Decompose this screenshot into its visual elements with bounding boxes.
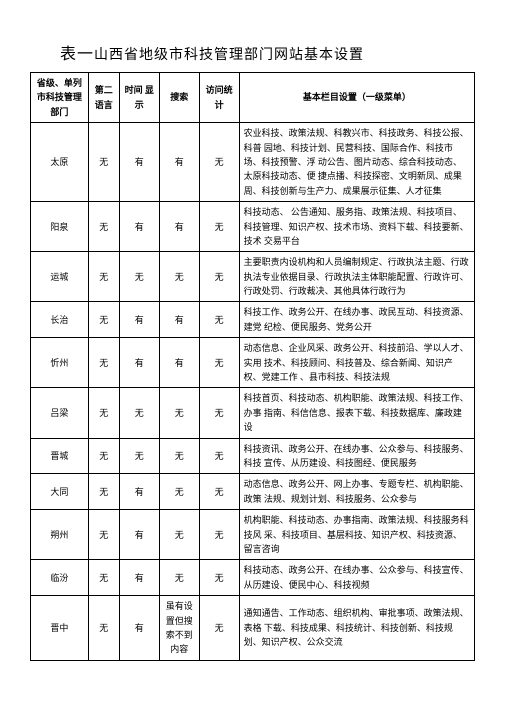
cell-search: 无 [159, 510, 199, 560]
cell-menu: 动态信息、企业风采、政务公开、科技前沿、学以人才、实用 技术、科技顾问、科技普及… [239, 338, 474, 388]
cell-visit: 无 [199, 596, 239, 661]
cell-dept: 太原 [31, 123, 89, 202]
header-visit: 访问统计 [199, 73, 239, 123]
table-row: 朔州无有无无机构职能、科技动态、办事指南、政策法规、科技服务科技风 采、科技项目… [31, 510, 475, 560]
table-row: 晋城无无无无科技资讯、政务公开、在线办事、公众参与、科技服务、科技 宣传、从历建… [31, 438, 475, 474]
cell-menu: 科技资讯、政务公开、在线办事、公众参与、科技服务、科技 宣传、从历建设、科技图经… [239, 438, 474, 474]
title-main: 山西省地级市科技管理部门网站基本设置 [94, 48, 364, 63]
cell-search: 无 [159, 388, 199, 438]
cell-search: 有 [159, 338, 199, 388]
cell-search: 无 [159, 438, 199, 474]
cell-visit: 无 [199, 338, 239, 388]
cell-menu: 科技动态、政务公开、在线办事、公众参与、科技宣传、从历建设、便民中心、科技视频 [239, 560, 474, 596]
cell-time: 无 [119, 388, 159, 438]
table-row: 吕梁无无无无科技首页、科技动态、机构职能、政策法规、科技工作、办事 指南、科信信… [31, 388, 475, 438]
table-row: 大同无有无无动态信息、政务公开、网上办事、专题专栏、机构职能、政策 法规、规划计… [31, 474, 475, 510]
cell-menu: 科技首页、科技动态、机构职能、政策法规、科技工作、办事 指南、科信信息、报表下载… [239, 388, 474, 438]
table-row: 太原无有有无农业科技、政策法规、科教兴市、科技政务、科技公报、科普 园地、科技计… [31, 123, 475, 202]
cell-time: 有 [119, 338, 159, 388]
table-row: 阳泉无有有无科技动态、 公告通知、服务指、政策法规、科技项目、科技管理、知识产权… [31, 202, 475, 252]
cell-menu: 机构职能、科技动态、办事指南、政策法规、科技服务科技风 采、科技项目、基层科技、… [239, 510, 474, 560]
main-table: 省级、单列市科技管理部门 第二语言 时间 显示 搜索 访问统计 基本栏目设置（一… [30, 72, 475, 661]
cell-visit: 无 [199, 123, 239, 202]
cell-dept: 晋中 [31, 596, 89, 661]
cell-lang: 无 [88, 388, 119, 438]
cell-menu: 主要职责内设机构和人员编制规定、行政执法主题、行政执法专业依据目录、行政执法主体… [239, 252, 474, 302]
cell-menu: 科技工作、政务公开、在线办事、政民互动、科技资源、建党 纪检、便民服务、党务公开 [239, 302, 474, 338]
cell-dept: 朔州 [31, 510, 89, 560]
cell-time: 有 [119, 596, 159, 661]
cell-time: 有 [119, 302, 159, 338]
table-row: 临汾无有无无科技动态、政务公开、在线办事、公众参与、科技宣传、从历建设、便民中心… [31, 560, 475, 596]
cell-search: 虽有设置但搜索不到内容 [159, 596, 199, 661]
cell-visit: 无 [199, 560, 239, 596]
cell-dept: 阳泉 [31, 202, 89, 252]
header-dept: 省级、单列市科技管理部门 [31, 73, 89, 123]
cell-lang: 无 [88, 252, 119, 302]
cell-visit: 无 [199, 474, 239, 510]
cell-visit: 无 [199, 252, 239, 302]
cell-lang: 无 [88, 474, 119, 510]
cell-visit: 无 [199, 202, 239, 252]
cell-lang: 无 [88, 438, 119, 474]
cell-visit: 无 [199, 388, 239, 438]
table-row: 长治无有有无科技工作、政务公开、在线办事、政民互动、科技资源、建党 纪检、便民服… [31, 302, 475, 338]
cell-dept: 忻州 [31, 338, 89, 388]
cell-search: 无 [159, 252, 199, 302]
cell-visit: 无 [199, 510, 239, 560]
header-lang: 第二语言 [88, 73, 119, 123]
cell-search: 有 [159, 202, 199, 252]
cell-menu: 科技动态、 公告通知、服务指、政策法规、科技项目、科技管理、知识产权、技术市场、… [239, 202, 474, 252]
cell-time: 有 [119, 123, 159, 202]
cell-search: 有 [159, 123, 199, 202]
cell-lang: 无 [88, 338, 119, 388]
cell-visit: 无 [199, 438, 239, 474]
table-row: 晋中无有虽有设置但搜索不到内容无通知通告、工作动态、组织机构、审批事项、政策法规… [31, 596, 475, 661]
cell-visit: 无 [199, 302, 239, 338]
cell-time: 有 [119, 560, 159, 596]
cell-dept: 吕梁 [31, 388, 89, 438]
table-row: 忻州无有有无动态信息、企业风采、政务公开、科技前沿、学以人才、实用 技术、科技顾… [31, 338, 475, 388]
table-row: 运城无无无无主要职责内设机构和人员编制规定、行政执法主题、行政执法专业依据目录、… [31, 252, 475, 302]
cell-dept: 晋城 [31, 438, 89, 474]
cell-time: 有 [119, 202, 159, 252]
cell-dept: 大同 [31, 474, 89, 510]
cell-search: 无 [159, 474, 199, 510]
cell-dept: 长治 [31, 302, 89, 338]
cell-menu: 农业科技、政策法规、科教兴市、科技政务、科技公报、科普 园地、科技计划、民营科技… [239, 123, 474, 202]
header-menu: 基本栏目设置（一级菜单） [239, 73, 474, 123]
cell-lang: 无 [88, 302, 119, 338]
header-time: 时间 显示 [119, 73, 159, 123]
cell-menu: 动态信息、政务公开、网上办事、专题专栏、机构职能、政策 法规、规划计划、科技服务… [239, 474, 474, 510]
header-search: 搜索 [159, 73, 199, 123]
cell-lang: 无 [88, 202, 119, 252]
header-row: 省级、单列市科技管理部门 第二语言 时间 显示 搜索 访问统计 基本栏目设置（一… [31, 73, 475, 123]
cell-lang: 无 [88, 123, 119, 202]
table-title: 表一山西省地级市科技管理部门网站基本设置 [60, 40, 475, 64]
cell-lang: 无 [88, 510, 119, 560]
cell-lang: 无 [88, 596, 119, 661]
cell-time: 有 [119, 474, 159, 510]
cell-search: 无 [159, 560, 199, 596]
cell-search: 有 [159, 302, 199, 338]
cell-dept: 临汾 [31, 560, 89, 596]
cell-lang: 无 [88, 560, 119, 596]
cell-dept: 运城 [31, 252, 89, 302]
cell-time: 无 [119, 252, 159, 302]
cell-time: 有 [119, 510, 159, 560]
cell-menu: 通知通告、工作动态、组织机构、审批事项、政策法规、表格 下载、科技成果、科技统计… [239, 596, 474, 661]
cell-time: 无 [119, 438, 159, 474]
title-prefix: 表一 [60, 46, 94, 63]
